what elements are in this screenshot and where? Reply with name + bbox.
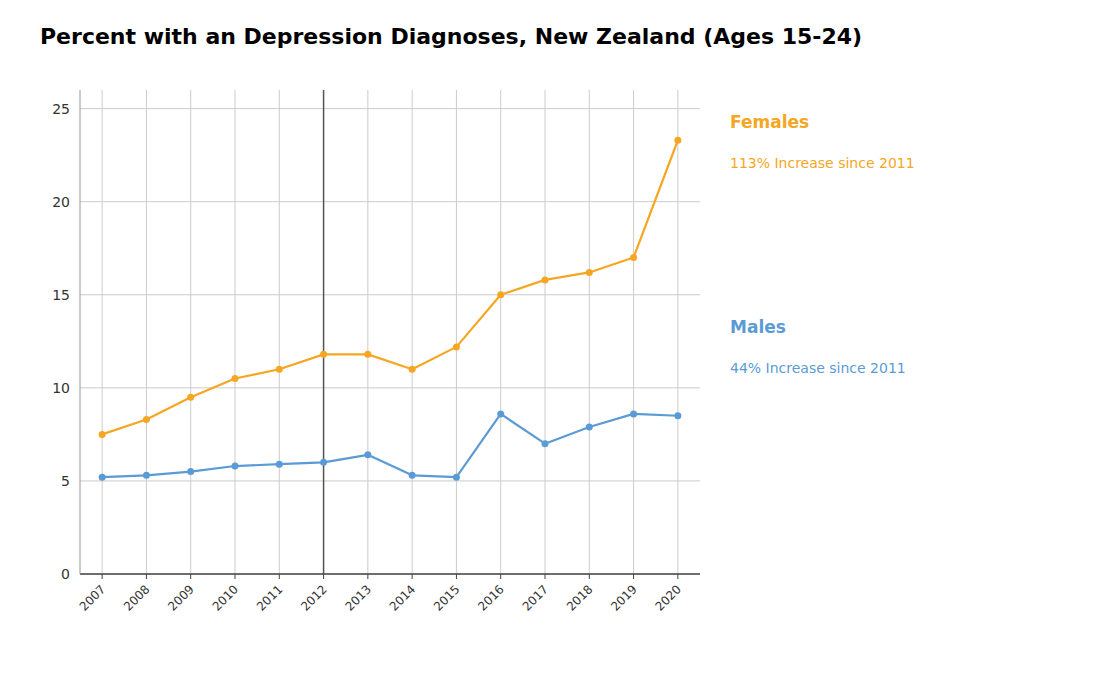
series-point	[187, 394, 194, 401]
x-grid-line	[500, 90, 501, 574]
x-tick-label: 2012	[298, 582, 329, 613]
series-point	[143, 472, 150, 479]
series-point	[232, 463, 239, 470]
x-tick-label: 2017	[520, 582, 551, 613]
x-grid-line	[367, 90, 368, 574]
series-point	[99, 474, 106, 481]
x-tick-label: 2009	[165, 582, 196, 613]
y-tick-label: 5	[61, 473, 70, 489]
series-point	[364, 351, 371, 358]
x-tick-label: 2011	[254, 582, 285, 613]
x-tick-label: 2019	[608, 582, 639, 613]
y-grid-line	[80, 574, 700, 575]
y-tick-label: 20	[52, 194, 70, 210]
y-grid-line	[80, 294, 700, 295]
plot-area	[99, 90, 682, 574]
x-grid-line	[633, 90, 634, 574]
x-grid-line	[190, 90, 191, 574]
series-point	[497, 291, 504, 298]
series-label: Males	[730, 317, 786, 337]
x-grid-line	[323, 90, 324, 574]
x-tick-label: 2018	[564, 582, 595, 613]
series-point	[586, 269, 593, 276]
y-tick-label: 15	[52, 287, 70, 303]
series-point	[497, 410, 504, 417]
y-tick-label: 10	[52, 380, 70, 396]
series-point	[276, 461, 283, 468]
x-tick-label: 2013	[342, 582, 373, 613]
series-point	[99, 431, 106, 438]
y-grid-line	[80, 201, 700, 202]
series-point	[630, 410, 637, 417]
x-grid-line	[589, 90, 590, 574]
series-point	[409, 472, 416, 479]
series-point	[453, 474, 460, 481]
x-grid-line	[677, 90, 678, 574]
series-point	[276, 366, 283, 373]
y-tick-label: 25	[52, 101, 70, 117]
series-point	[674, 137, 681, 144]
chart: Percent with an Depression Diagnoses, Ne…	[0, 0, 1112, 684]
series-point	[409, 366, 416, 373]
annotation: 113% Increase since 2011	[730, 155, 915, 171]
series-point	[143, 416, 150, 423]
x-grid-line	[146, 90, 147, 574]
series-point	[364, 451, 371, 458]
y-tick-label: 0	[61, 566, 70, 582]
grid	[80, 90, 700, 574]
x-grid-line	[235, 90, 236, 574]
y-grid-line	[80, 480, 700, 481]
x-tick-label: 2007	[77, 582, 108, 613]
y-axis	[80, 90, 81, 574]
x-tick-label: 2020	[652, 582, 683, 613]
series-point	[187, 468, 194, 475]
series-line	[102, 140, 678, 434]
series-line	[102, 414, 678, 477]
x-grid-line	[279, 90, 280, 574]
x-grid-line	[456, 90, 457, 574]
series-point	[320, 351, 327, 358]
title: Percent with an Depression Diagnoses, Ne…	[40, 24, 862, 49]
reference-line	[323, 90, 325, 574]
series-point	[586, 423, 593, 430]
x-tick-label: 2015	[431, 582, 462, 613]
x-grid-line	[102, 90, 103, 574]
series-point	[320, 459, 327, 466]
annotation: 44% Increase since 2011	[730, 360, 906, 376]
series-point	[232, 375, 239, 382]
series-point	[542, 440, 549, 447]
x-tick-label: 2008	[121, 582, 152, 613]
x-tick-label: 2016	[475, 582, 506, 613]
x-grid-line	[412, 90, 413, 574]
series-point	[453, 343, 460, 350]
series-label: Females	[730, 112, 809, 132]
series-point	[542, 276, 549, 283]
series-point	[630, 254, 637, 261]
y-grid-line	[80, 108, 700, 109]
x-tick-label: 2014	[387, 582, 418, 613]
x-tick-label: 2010	[210, 582, 241, 613]
series-point	[674, 412, 681, 419]
x-axis	[80, 573, 700, 575]
y-grid-line	[80, 387, 700, 388]
x-grid-line	[545, 90, 546, 574]
